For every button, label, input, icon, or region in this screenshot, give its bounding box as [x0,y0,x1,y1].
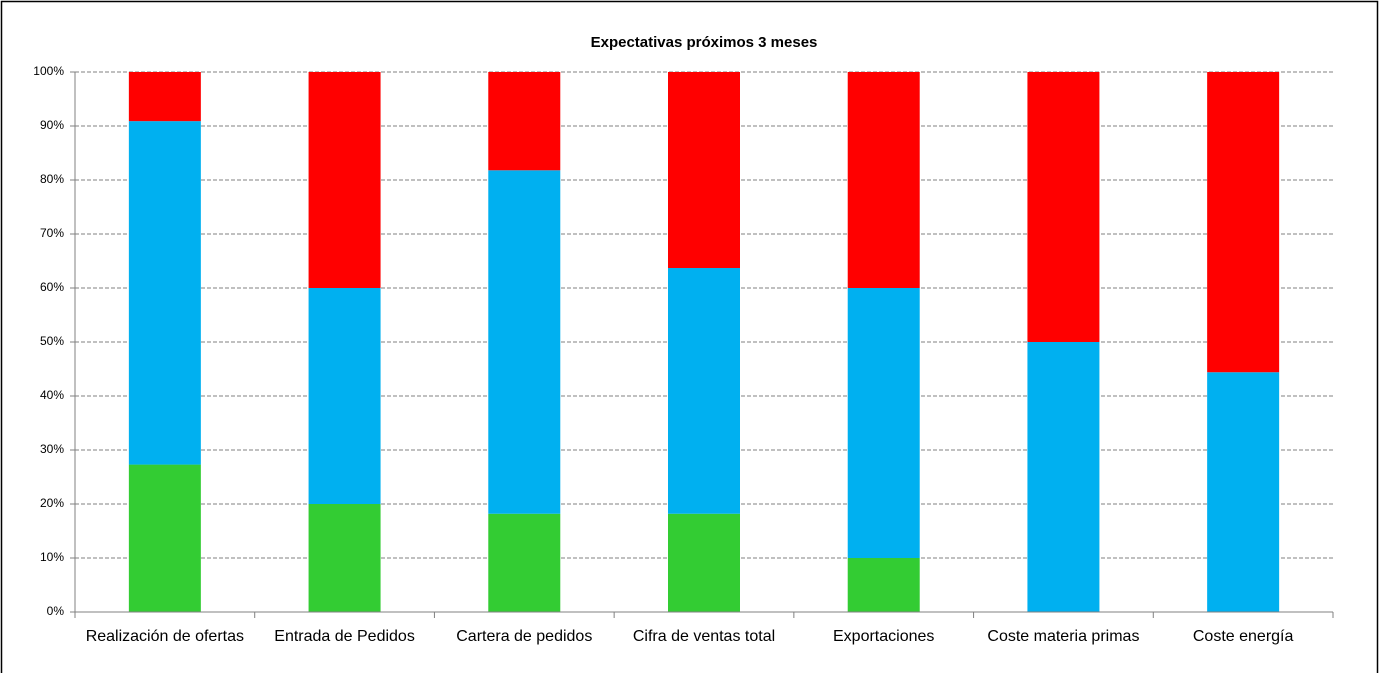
bar-segment [847,72,920,288]
bar-segment [128,464,201,612]
bar-segment [1207,372,1280,612]
bar-segment [128,72,201,122]
y-tick-label: 30% [40,442,64,456]
x-tick-label: Cifra de ventas total [632,628,776,645]
y-tick-label: 60% [40,280,64,294]
bar-segment [308,504,381,612]
bar-segment [668,72,740,269]
x-tick-label: Cartera de pedidos [456,628,593,645]
y-tick-label: 70% [40,226,64,240]
x-tick-label: Coste energía [1192,628,1294,645]
bar-segment [1027,342,1100,612]
x-tick-label: Realización de ofertas [85,628,244,645]
y-tick-label: 100% [33,64,64,78]
bar-segment [308,72,381,288]
x-tick-label: Exportaciones [833,628,935,645]
y-tick-label: 90% [40,118,64,132]
bar-segment [668,268,740,514]
bar-segment [668,513,740,612]
chart-title: Expectativas próximos 3 meses [591,34,818,51]
y-tick-label: 10% [40,550,64,564]
bar-segment [847,558,920,612]
bar-segment [308,288,381,504]
bar-segment [1027,72,1100,342]
y-tick-label: 0% [47,604,65,618]
bar-segment [1207,72,1280,373]
y-tick-label: 80% [40,172,64,186]
y-tick-label: 40% [40,388,64,402]
x-tick-label: Entrada de Pedidos [274,628,415,645]
bar-segment [488,170,561,514]
x-tick-label: Coste materia primas [987,628,1140,645]
y-tick-label: 50% [40,334,64,348]
bar-segment [488,72,561,171]
bar-segment [488,513,561,612]
bar-segment [847,288,920,558]
y-tick-label: 20% [40,496,64,510]
bar-segment [128,121,201,465]
